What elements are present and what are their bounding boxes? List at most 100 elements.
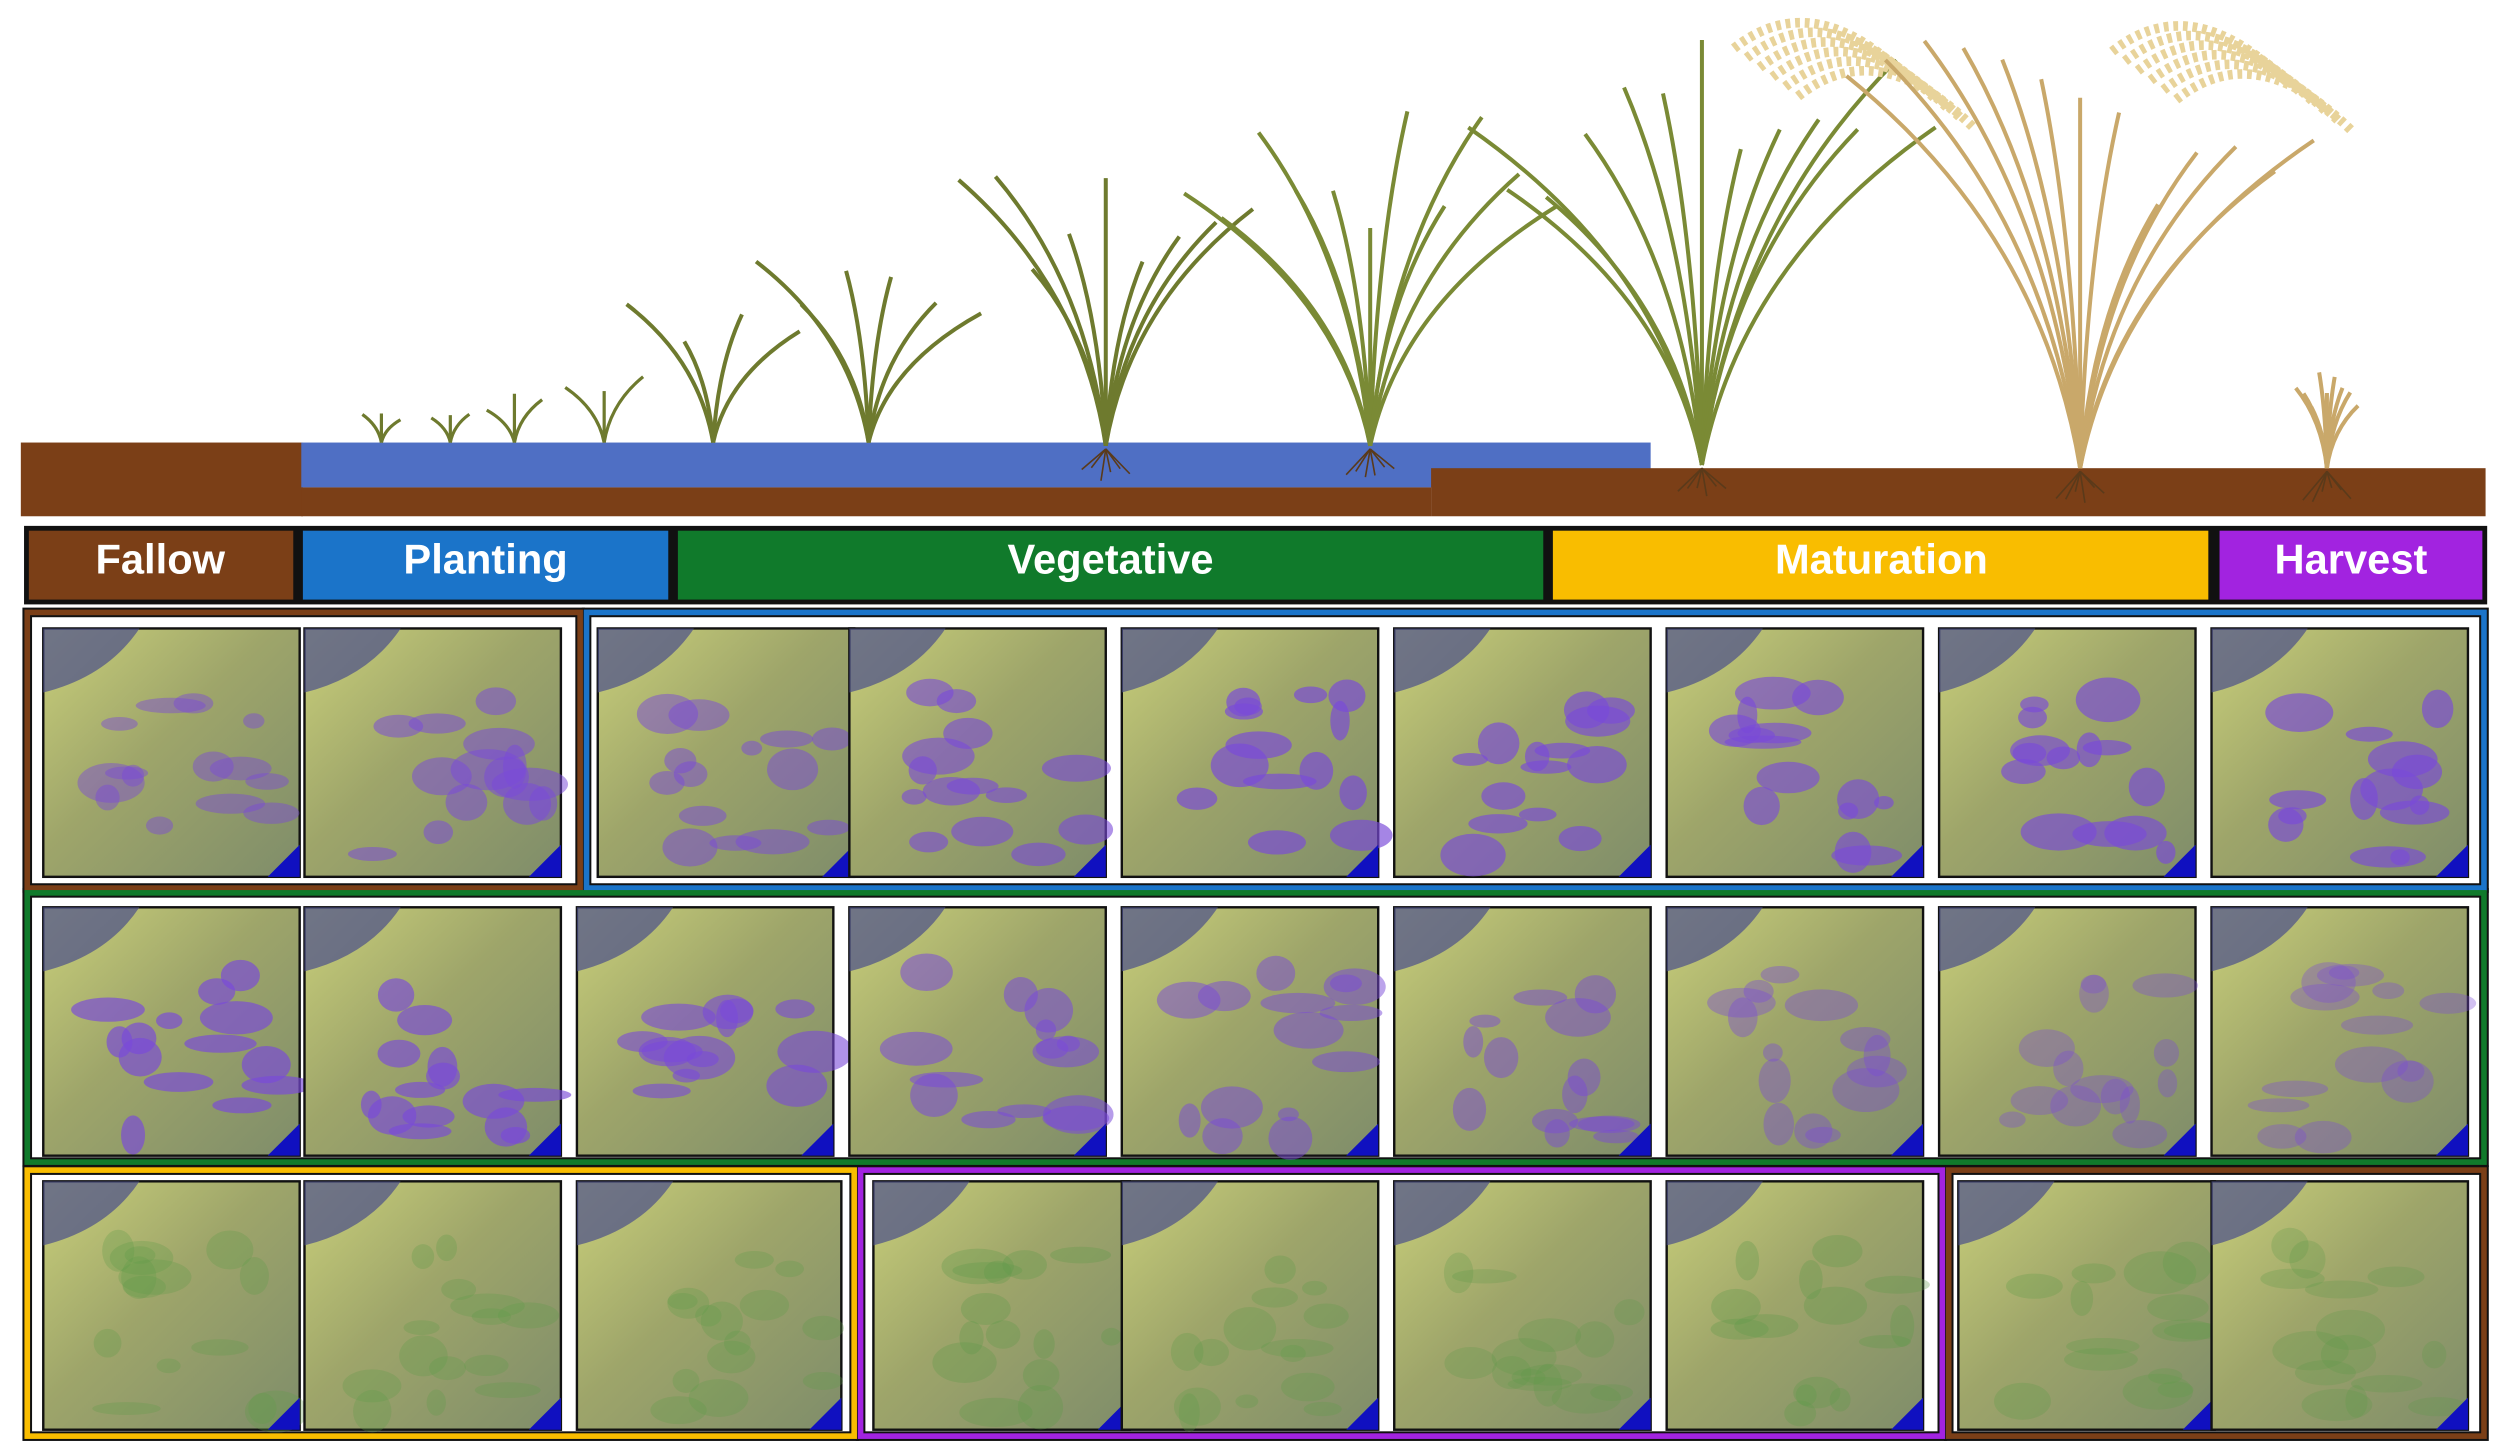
tile-patch (2100, 1078, 2131, 1115)
panicle (2147, 49, 2331, 116)
tile-patch (961, 1110, 1016, 1129)
tile-patch (1614, 1299, 1645, 1326)
stage-harvest (2219, 530, 2483, 600)
tile-patch (2257, 1124, 2307, 1149)
tile-patch (2070, 1280, 2094, 1316)
tile-patch (122, 1275, 166, 1299)
tile-patch (2320, 1334, 2377, 1375)
tile-patch (983, 1260, 1012, 1284)
tile-patch (450, 1293, 525, 1319)
tile-patch (220, 959, 260, 992)
tile-patch (2294, 1120, 2352, 1154)
tile-patch (2421, 689, 2454, 729)
group-box-color (24, 609, 583, 891)
tile-patch (2018, 1029, 2075, 1067)
root (1369, 448, 1395, 470)
tile-corner (801, 1123, 834, 1156)
tile-patch (664, 748, 697, 774)
tile-patch (723, 1330, 751, 1356)
tile-patch (1193, 1338, 1230, 1367)
tile-patch (377, 1039, 421, 1068)
tile-patch (2301, 962, 2356, 1003)
tile-patch (959, 1320, 984, 1355)
tile-water (576, 1181, 674, 1246)
tile-patch (1477, 722, 1520, 765)
leaf (361, 413, 383, 443)
tile-patch (695, 1304, 722, 1327)
tile-patch (2260, 1268, 2325, 1289)
tile-patch (2064, 1348, 2138, 1371)
tile-patch (1328, 679, 1366, 713)
tile-patch (1574, 975, 1617, 1014)
tile-patch (199, 1001, 273, 1035)
tile-water (304, 907, 401, 972)
tile-patch (775, 999, 815, 1019)
tile-corner (809, 1397, 842, 1430)
tile-patch (2261, 1080, 2329, 1098)
tile-patch (1178, 1103, 1201, 1138)
satellite-tile (1393, 906, 1652, 1157)
satellite-tile (1120, 906, 1386, 1160)
tile-patch (1303, 1303, 1349, 1329)
tile-patch (464, 1354, 509, 1377)
group-box-color (24, 890, 2487, 1165)
tile-patch (1743, 786, 1780, 826)
tile-patch (662, 828, 718, 867)
root (2064, 471, 2081, 500)
tile-patch (248, 1392, 277, 1424)
tile-patch (403, 1320, 440, 1336)
tile-water (304, 1181, 401, 1246)
tile-patch (102, 1229, 135, 1272)
tile-corner (267, 1397, 300, 1430)
tile-water (1939, 628, 2036, 693)
tile-patch (1999, 1111, 2026, 1128)
stage-fallow (28, 530, 294, 600)
tile-patch (1058, 814, 1114, 845)
tile-patch (941, 1248, 1014, 1285)
tile-patch (1577, 1115, 1641, 1134)
tile-patch (1225, 731, 1292, 759)
tile-patch (2122, 1373, 2193, 1410)
leaf (2039, 78, 2083, 469)
tile-patch (2012, 742, 2047, 764)
tile-patch (1443, 1252, 1474, 1294)
tile-patch (2409, 795, 2430, 815)
satellite-tile (1937, 627, 2197, 879)
tile-patch (388, 1123, 452, 1140)
panicle (1756, 37, 1940, 103)
root (1369, 448, 1386, 468)
tile-patch (2079, 974, 2109, 1013)
tile-patch (1784, 1400, 1817, 1427)
tile-patch (241, 1045, 291, 1084)
tile-patch (2372, 982, 2405, 1000)
tile-patch (2066, 1337, 2140, 1355)
satellite-tile (1393, 627, 1652, 879)
satellite-tile (1665, 627, 1925, 879)
root (2079, 471, 2086, 503)
leaf (1661, 92, 1704, 466)
tile-patch (2156, 840, 2176, 864)
tile-corner (1346, 844, 1379, 877)
tile-patch (1260, 992, 1336, 1014)
tile-patch (1264, 1255, 1296, 1284)
tile-corner (2163, 844, 2196, 877)
tile-patch (1551, 1383, 1622, 1414)
tile-patch (121, 764, 145, 787)
root (2326, 471, 2333, 489)
tile-patch (2272, 1331, 2349, 1371)
tile-patch (1762, 1043, 1783, 1062)
tile-patch (739, 1289, 790, 1321)
tile-patch (1728, 727, 1776, 744)
tile-patch (1511, 1368, 1546, 1386)
tile-patch (173, 693, 214, 714)
tile-patch (879, 1031, 953, 1066)
tile-patch (2152, 1319, 2216, 1342)
tile-patch (1531, 1108, 1579, 1134)
tile-patch (1256, 955, 1296, 991)
tile-patch (1043, 1095, 1114, 1134)
satellite-tile (848, 906, 1114, 1157)
tile-patch (1707, 987, 1776, 1018)
root (1104, 448, 1112, 473)
tile-patch (1481, 782, 1526, 810)
